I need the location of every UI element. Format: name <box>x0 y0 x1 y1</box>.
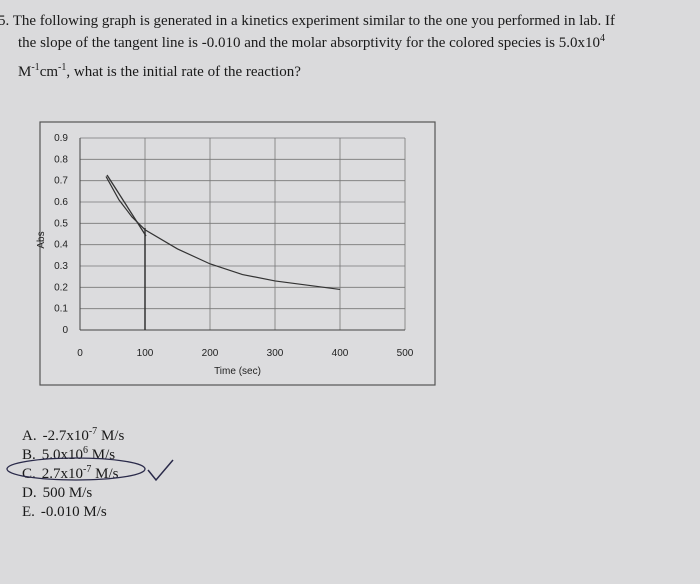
option-letter: D. <box>22 485 37 501</box>
y-tick-label: 0.3 <box>54 261 68 272</box>
exponent: -7 <box>83 464 91 475</box>
exponent: 6 <box>83 445 88 456</box>
y-tick-label: 0.4 <box>54 240 68 251</box>
y-tick-label: 0.1 <box>54 304 68 315</box>
option-unit: M/s <box>97 428 124 444</box>
question-text: , what is the initial rate of the reacti… <box>66 64 301 80</box>
exponent: 4 <box>600 33 605 44</box>
option-value: 2.7x10 <box>42 466 83 482</box>
x-tick-label: 300 <box>267 348 284 359</box>
question-line: 5. The following graph is generated in a… <box>0 13 615 29</box>
x-tick-label: 400 <box>332 348 349 359</box>
data-line <box>105 176 341 291</box>
answer-option: E. -0.010 M/s <box>22 504 107 520</box>
chart-frame <box>39 121 436 386</box>
question-line: M-1cm-1, what is the initial rate of the… <box>18 62 301 80</box>
exponent: -7 <box>89 426 97 437</box>
option-letter: A. <box>22 428 37 444</box>
answer-option: A. -2.7x10-7 M/s <box>22 426 124 444</box>
checkmark <box>147 459 174 482</box>
y-axis-label: Abs <box>36 231 47 248</box>
y-tick-label: 0.6 <box>54 197 68 208</box>
option-value: -2.7x10 <box>43 428 89 444</box>
option-letter: B. <box>22 447 36 463</box>
option-value: 5.0x10 <box>42 447 83 463</box>
question-line: the slope of the tangent line is -0.010 … <box>18 33 605 51</box>
option-letter: E. <box>22 504 35 520</box>
option-letter: C. <box>22 466 36 482</box>
y-tick-label: 0 <box>62 325 68 336</box>
y-tick-label: 0.8 <box>54 154 68 165</box>
y-tick-label: 0.2 <box>54 282 68 293</box>
unit: M <box>18 64 31 80</box>
x-tick-label: 100 <box>137 348 154 359</box>
x-tick-label: 500 <box>397 348 414 359</box>
exponent: -1 <box>58 62 66 73</box>
x-tick-label: 200 <box>202 348 219 359</box>
question-text: the slope of the tangent line is -0.010 … <box>18 35 600 51</box>
x-tick-label: 0 <box>77 348 83 359</box>
unit: cm <box>40 64 59 80</box>
option-value: 500 M/s <box>43 485 93 501</box>
tangent-line <box>106 174 147 237</box>
chart: 0 0.1 0.2 0.3 0.4 0.5 0.6 0.7 0.8 0.9 0 100 200 300 40… <box>36 133 414 377</box>
answer-circle <box>6 457 146 481</box>
y-tick-label: 0.7 <box>54 176 68 187</box>
option-unit: M/s <box>88 447 115 463</box>
x-axis-label: Time (sec) <box>214 366 261 377</box>
y-tick-label: 0.5 <box>54 218 68 229</box>
y-tick-label: 0.9 <box>54 133 68 144</box>
exponent: -1 <box>31 62 39 73</box>
option-value: -0.010 M/s <box>41 504 107 520</box>
answer-options: A. -2.7x10-7 M/sB. 5.0x106 M/sC. 2.7x10-7 M… <box>22 426 124 520</box>
answer-option: D. 500 M/s <box>22 485 92 501</box>
